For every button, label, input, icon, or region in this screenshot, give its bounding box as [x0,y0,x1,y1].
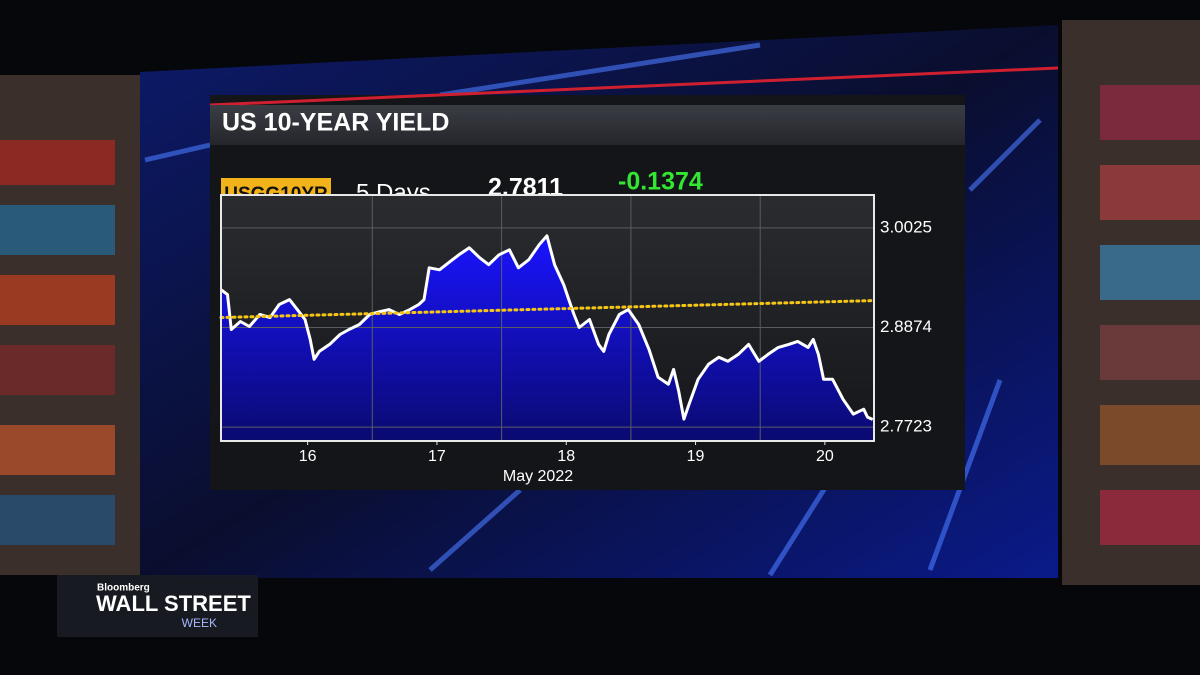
x-tick-label: 17 [428,448,446,465]
show-line2: WEEK [182,616,217,630]
wall-streaks [144,42,1042,577]
plot: 3.0025 2.8874 2.7723 16 17 18 19 20 [219,194,932,465]
x-tick-label: 18 [557,448,575,465]
plot-border [220,194,875,442]
accent-line [209,66,1059,107]
y-tick-label: 2.7723 [880,417,932,436]
net-change: -0.1374 [618,168,703,196]
chart-title: US 10-YEAR YIELD [222,109,449,137]
books [0,85,1200,545]
y-tick-label: 2.8874 [880,317,932,336]
line [220,234,874,421]
trend-line [219,299,876,320]
y-tick-label: 3.0025 [880,217,932,236]
title-bar [210,105,965,145]
x-axis-label: May 2022 [503,468,573,485]
show-logo-box [57,575,258,637]
x-tick-label: 16 [299,448,317,465]
x-tick-label: 19 [687,448,705,465]
x-tick-label: 20 [816,448,834,465]
network: Bloomberg [97,583,150,594]
area-fill [221,235,873,441]
show-line1: WALL STREET [96,591,251,616]
